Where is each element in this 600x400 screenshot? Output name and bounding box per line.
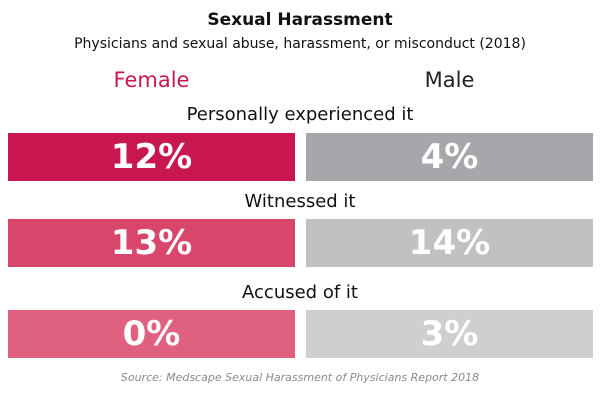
column-label-female: Female [113, 68, 190, 92]
section-label-accused: Accused of it [242, 282, 358, 303]
bar-male-witnessed: 14% [306, 219, 593, 267]
bar-female-accused: 0% [8, 310, 295, 358]
section-label-witnessed: Witnessed it [244, 191, 356, 212]
bar-label-male-accused: 3% [420, 314, 479, 354]
bar-female-personally-experienced: 12% [8, 133, 295, 181]
bar-label-female-accused: 0% [122, 314, 181, 354]
bar-label-male-personally-experienced: 4% [420, 137, 479, 177]
bar-label-male-witnessed: 14% [408, 223, 491, 263]
bar-male-personally-experienced: 4% [306, 133, 593, 181]
column-label-male: Male [424, 68, 475, 92]
chart-title: Sexual Harassment [207, 10, 393, 30]
bar-label-female-witnessed: 13% [110, 223, 193, 263]
source-note: Source: Medscape Sexual Harassment of Ph… [120, 371, 480, 384]
bar-label-female-personally-experienced: 12% [110, 137, 193, 177]
bar-female-witnessed: 13% [8, 219, 295, 267]
section-label-personally-experienced: Personally experienced it [186, 104, 414, 125]
chart-subtitle: Physicians and sexual abuse, harassment,… [74, 36, 526, 52]
bar-male-accused: 3% [306, 310, 593, 358]
